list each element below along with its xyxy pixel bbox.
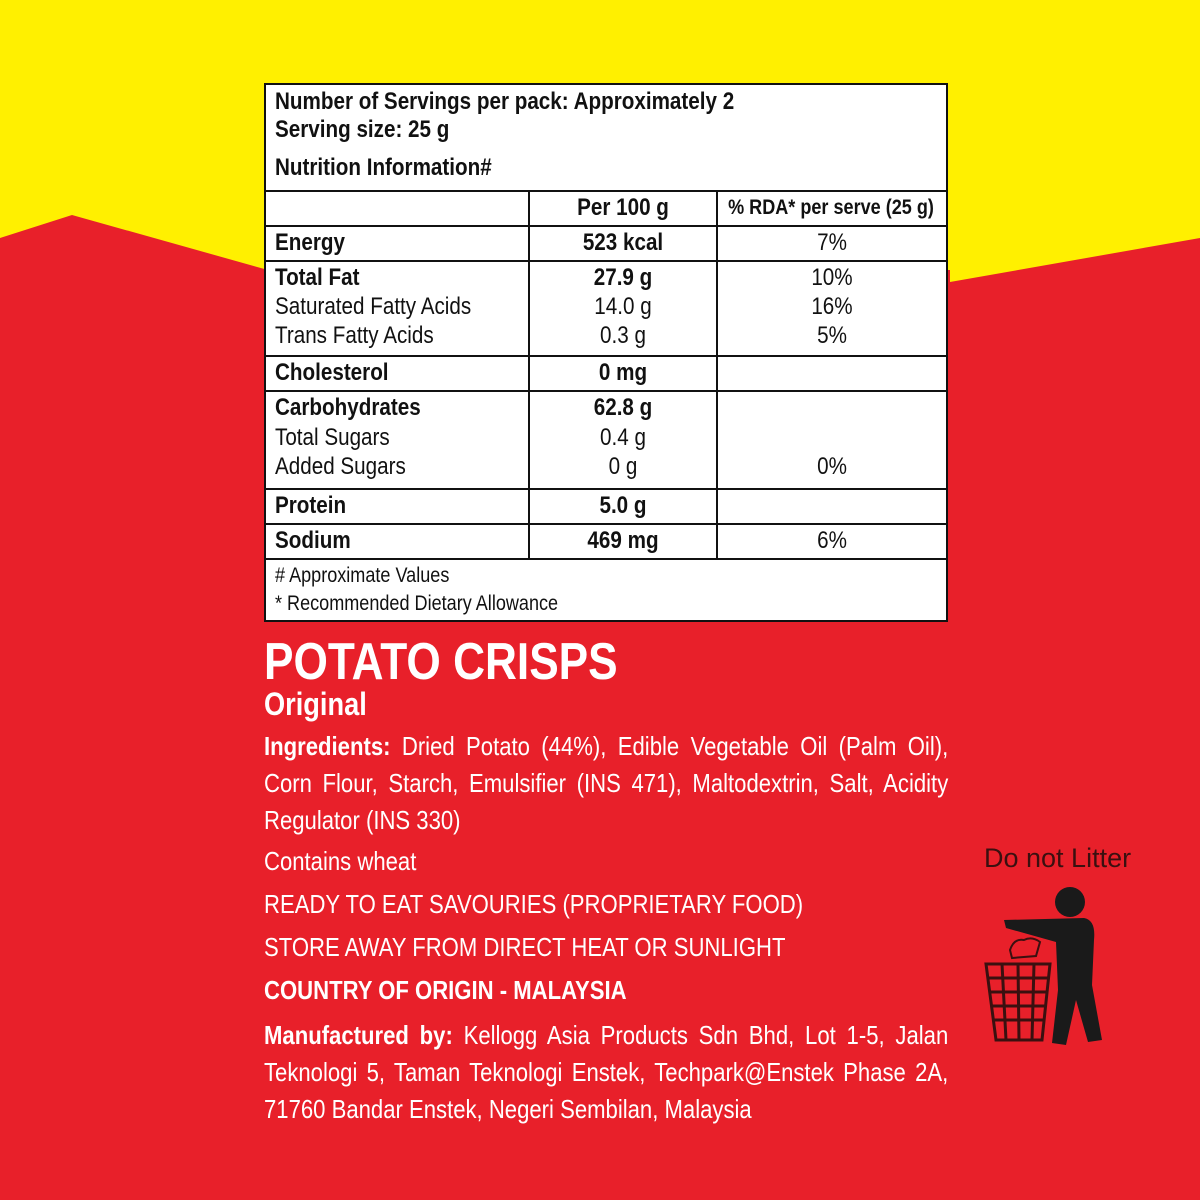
row-transfat-name: Trans Fatty Acids bbox=[275, 322, 434, 349]
allergen-info: Contains wheat bbox=[264, 846, 417, 876]
row-addedsugars-per100: 0 g bbox=[608, 453, 638, 480]
row-sodium-rda: 6% bbox=[817, 527, 847, 554]
row-sugars-name: Total Sugars bbox=[275, 424, 390, 451]
row-transfat-rda: 5% bbox=[817, 322, 847, 349]
row-satfat-name: Saturated Fatty Acids bbox=[275, 293, 472, 320]
footnote-approx: # Approximate Values bbox=[275, 564, 450, 587]
row-addedsugars-rda: 0% bbox=[817, 453, 847, 480]
manufacturer-label: Manufactured by: bbox=[264, 1020, 453, 1050]
row-cholesterol-name: Cholesterol bbox=[275, 359, 389, 386]
nutrition-table: Number of Servings per pack: Approximate… bbox=[264, 83, 948, 622]
row-transfat-per100: 0.3 g bbox=[600, 322, 646, 349]
do-not-litter-label: Do not Litter bbox=[984, 843, 1132, 873]
product-name: POTATO CRISPS bbox=[264, 633, 618, 691]
country-of-origin: COUNTRY OF ORIGIN - MALAYSIA bbox=[264, 975, 627, 1005]
row-sodium-per100: 469 mg bbox=[587, 527, 659, 554]
do-not-litter-icon bbox=[984, 887, 1102, 1045]
row-protein-name: Protein bbox=[275, 492, 347, 519]
row-fat-rda: 10% bbox=[811, 264, 853, 291]
col-header-rda: % RDA* per serve (25 g) bbox=[728, 196, 934, 219]
storage-instructions: STORE AWAY FROM DIRECT HEAT OR SUNLIGHT bbox=[264, 932, 786, 962]
row-fat-per100: 27.9 g bbox=[593, 264, 653, 291]
row-protein-per100: 5.0 g bbox=[599, 492, 647, 519]
row-cholesterol-per100: 0 mg bbox=[598, 359, 648, 386]
ingredients-text: Dried Potato (44%), Edible Vegetable Oil… bbox=[264, 731, 949, 835]
row-sodium-name: Sodium bbox=[275, 527, 351, 554]
row-fat-name: Total Fat bbox=[275, 264, 360, 291]
row-energy-name: Energy bbox=[275, 229, 345, 256]
row-sugars-per100: 0.4 g bbox=[600, 424, 646, 451]
row-energy-rda: 7% bbox=[817, 229, 847, 256]
row-carbs-per100: 62.8 g bbox=[593, 394, 653, 421]
serving-size: Serving size: 25 g bbox=[275, 116, 450, 143]
row-energy-per100: 523 kcal bbox=[582, 229, 664, 256]
product-category: READY TO EAT SAVOURIES (PROPRIETARY FOOD… bbox=[264, 889, 804, 919]
servings-per-pack: Number of Servings per pack: Approximate… bbox=[275, 88, 735, 115]
row-satfat-rda: 16% bbox=[811, 293, 853, 320]
manufacturer: Manufactured by: Kellogg Asia Products S… bbox=[264, 1017, 948, 1128]
ingredients-label: Ingredients: bbox=[264, 731, 391, 761]
ingredients: Ingredients: Dried Potato (44%), Edible … bbox=[264, 728, 948, 839]
nutrition-title: Nutrition Information# bbox=[275, 154, 492, 181]
manufacturer-text: Kellogg Asia Products Sdn Bhd, Lot 1-5, … bbox=[264, 1020, 949, 1124]
footnote-rda: * Recommended Dietary Allowance bbox=[275, 592, 559, 615]
row-carbs-name: Carbohydrates bbox=[275, 394, 421, 421]
row-addedsugars-name: Added Sugars bbox=[275, 453, 406, 480]
row-satfat-per100: 14.0 g bbox=[594, 293, 652, 320]
col-header-per100: Per 100 g bbox=[577, 194, 669, 221]
product-variant: Original bbox=[264, 686, 367, 722]
